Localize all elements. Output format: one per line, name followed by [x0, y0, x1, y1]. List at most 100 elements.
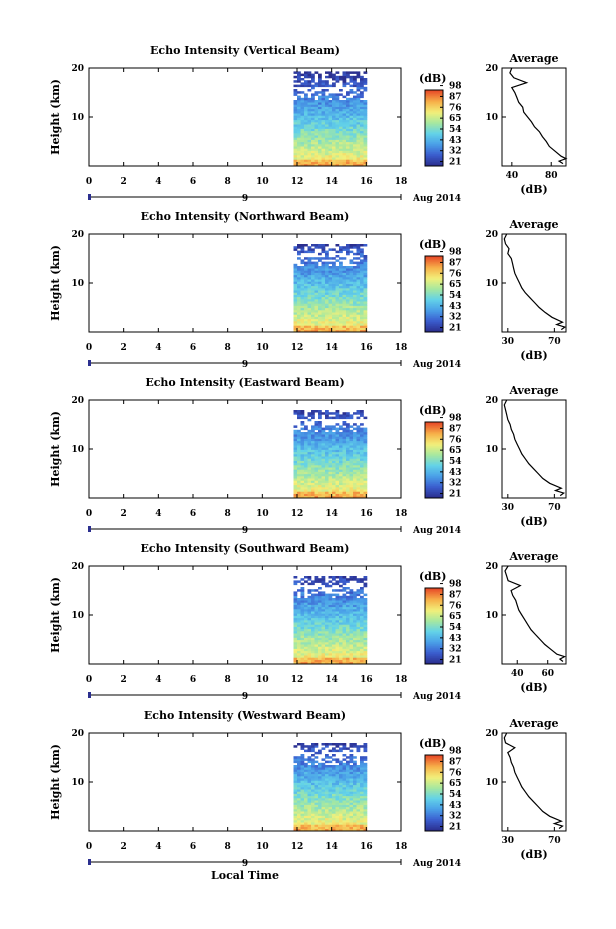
heatmap-cell [356, 148, 361, 151]
heatmap-cell [339, 747, 343, 750]
heatmap-cell [335, 456, 340, 459]
heatmap-cell [297, 813, 301, 816]
heatmap-cell [339, 130, 343, 134]
heatmap-cell [339, 277, 343, 280]
heatmap-cell [307, 815, 312, 819]
heatmap-cell [356, 159, 361, 162]
heatmap-cell [339, 809, 343, 812]
colorbar-segment [425, 326, 443, 329]
heatmap-cell [335, 451, 340, 455]
heatmap-cell [356, 784, 361, 788]
x-tick-label: 14 [325, 842, 338, 852]
heatmap-cell [328, 416, 333, 420]
heatmap-cell [300, 817, 305, 821]
heatmap-cell [339, 473, 343, 477]
heatmap-cell [363, 633, 368, 636]
heatmap-cell [304, 622, 308, 625]
heatmap-cell [356, 268, 361, 271]
heatmap-cell [307, 263, 312, 267]
heatmap-cell [311, 161, 315, 165]
heatmap-cell [328, 95, 333, 99]
heatmap-cell [346, 288, 350, 291]
heatmap-cell [314, 141, 319, 145]
heatmap-cell [307, 749, 312, 753]
heatmap-cell [321, 111, 326, 114]
heatmap-cell [349, 321, 354, 324]
heatmap-cell [321, 480, 326, 483]
colorbar-segment [425, 626, 443, 629]
heatmap-cell [349, 113, 354, 116]
heatmap-cell [332, 316, 336, 320]
heatmap-cell [328, 637, 333, 641]
colorbar-segment [425, 791, 443, 794]
heatmap-cell [353, 798, 357, 801]
heatmap-cell [304, 263, 308, 267]
heatmap-cell [314, 246, 319, 249]
heatmap-cell [363, 795, 368, 799]
heatmap-cell [328, 100, 333, 103]
heatmap-cell [349, 266, 354, 269]
heatmap-cell [304, 644, 308, 647]
heatmap-cell [360, 272, 364, 276]
heatmap-cell [335, 487, 340, 490]
x-tick-label: 8 [225, 842, 231, 852]
heatmap-cell [325, 609, 329, 612]
heatmap-cell [293, 161, 298, 165]
heatmap-cell [356, 476, 361, 479]
heatmap-cell [342, 578, 347, 581]
heatmap-cell [293, 272, 298, 276]
heatmap-cell [311, 828, 315, 832]
heatmap-cell [332, 617, 336, 621]
heatmap-cell [297, 325, 301, 328]
heatmap-cell [297, 438, 301, 442]
heatmap-cell [321, 325, 326, 328]
heatmap-cell [353, 769, 357, 772]
heatmap-cell [353, 743, 357, 746]
heatmap-cell [360, 93, 364, 96]
heatmap-cell [346, 476, 350, 479]
heatmap-cell [353, 321, 357, 324]
heatmap-cell [335, 100, 340, 103]
heatmap-cell [300, 602, 305, 605]
heatmap-cell [314, 780, 319, 783]
heatmap-cell [318, 795, 322, 799]
heatmap-cell [356, 782, 361, 786]
heatmap-cell [363, 244, 368, 247]
heatmap-cell [346, 91, 350, 94]
heatmap-cell [311, 637, 315, 641]
heatmap-cell [346, 155, 350, 158]
heatmap-cell [307, 476, 312, 479]
heatmap-cell [349, 604, 354, 608]
heatmap-cell [363, 449, 368, 453]
heatmap-cell [349, 469, 354, 472]
heatmap-cell [363, 655, 368, 658]
heatmap-cell [300, 802, 305, 805]
heatmap-cell [311, 312, 315, 315]
heatmap-cell [349, 802, 354, 805]
heatmap-cell [311, 316, 315, 320]
heatmap-cell [325, 244, 329, 247]
heatmap-cell [321, 767, 326, 770]
heatmap-cell [321, 329, 326, 333]
heatmap-cell [346, 760, 350, 764]
heatmap-cell [328, 281, 333, 284]
heatmap-cell [307, 329, 312, 333]
x-tick-label: 18 [395, 177, 408, 187]
heatmap-cell [293, 301, 298, 304]
colorbar-segment [425, 308, 443, 311]
heatmap-cell [342, 316, 347, 320]
heatmap-cell [297, 440, 301, 444]
heatmap-cell [328, 820, 333, 823]
heatmap-cell [318, 438, 322, 442]
heatmap-cell [346, 609, 350, 612]
heatmap-cell [311, 491, 315, 494]
heatmap-cell [328, 323, 333, 326]
colorbar-tick-label: 43 [449, 634, 462, 644]
heatmap-cell [300, 272, 305, 276]
colorbar-tick-label: 43 [449, 801, 462, 811]
x-tick-label: 8 [225, 343, 231, 353]
colorbar-frame [424, 89, 444, 167]
heatmap-cell [342, 482, 347, 486]
heatmap-cell [300, 445, 305, 448]
heatmap-cell [363, 482, 368, 486]
